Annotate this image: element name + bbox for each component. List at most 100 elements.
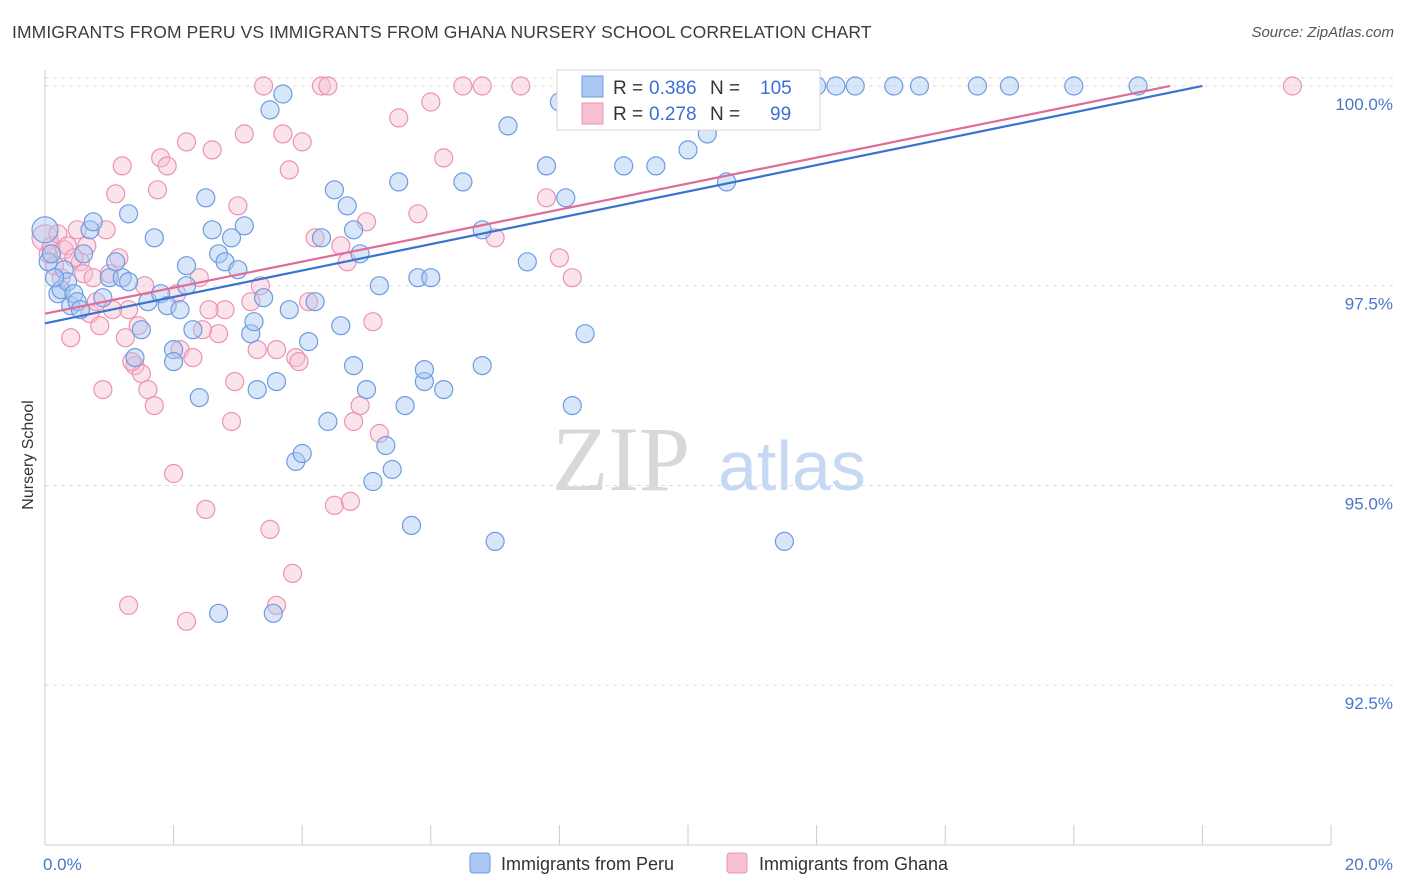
peru-point [244,312,264,332]
ghana-point [196,499,216,519]
peru-point [260,100,280,120]
peru-point [376,435,396,456]
ghana-point [221,411,242,432]
ghana-point [209,324,229,344]
peru-point [286,451,306,472]
peru-point [83,212,103,232]
peru-point [44,268,65,288]
ghana-point [279,160,299,180]
peru-point [472,356,492,376]
ghana-point [183,348,203,368]
axes [44,70,1332,846]
legend-peru-r-label: R = [613,78,643,99]
ghana-point [292,132,312,152]
ghana-point [254,76,274,96]
peru-point [556,188,576,208]
peru-point [369,276,389,296]
ghana-point [536,188,557,208]
ghana-point [106,184,126,204]
peru-point [999,76,1020,96]
peru-point [1064,76,1084,96]
trend-lines [44,84,1203,325]
ghana-point [273,124,293,144]
peru-point [434,380,454,400]
peru-point [826,76,846,96]
y-tick-label: 92.5% [1345,694,1393,713]
legend-peru-n-label: N = [710,78,740,99]
peru-point [292,443,312,464]
peru-point [517,252,537,272]
peru-point [41,244,62,264]
peru-point [266,372,287,392]
peru-point [131,320,151,340]
ghana-point [1282,76,1303,96]
peru-point [209,244,229,264]
peru-point [221,228,242,248]
bottom-legend-ghana-label: Immigrants from Ghana [759,854,949,874]
y-tick-label: 95.0% [1345,494,1393,513]
ghana-point [176,132,197,152]
bottom-legend-peru-swatch [469,852,491,874]
ghana-point [511,76,531,96]
ghana-point [138,380,158,400]
ghana-point [83,268,103,288]
legend-ghana-n-value: 99 [770,104,791,125]
peru-point [311,228,332,248]
ghana-point [115,328,136,348]
ghana-point [164,463,184,484]
peru-trend-line [44,84,1203,325]
peru-point [453,172,473,192]
peru-point [401,515,422,536]
peru-point [421,268,441,288]
peru-point [909,76,930,96]
ghana-point [157,156,177,176]
ghana-point [147,180,168,200]
ghana-point [199,300,219,320]
ghana-point [73,264,94,284]
ghana-point [421,92,441,112]
ghana-point [266,340,287,360]
peru-point [562,396,582,416]
legend-ghana-swatch [581,102,604,125]
source-label: Source: ZipAtlas.com [1251,24,1394,41]
peru-point [395,396,415,416]
ghana-point [93,380,113,400]
ghana-point [144,396,164,416]
ghana-point [250,276,270,296]
ghana-point [234,124,254,144]
peru-point [263,603,283,623]
peru-point [884,76,904,96]
ghana-point [340,491,360,511]
peru-point [279,300,299,320]
peru-point [498,116,518,136]
peru-point [125,348,145,368]
ghana-point [247,340,267,360]
peru-point [485,531,505,552]
ghana-point [283,563,303,584]
peru-point [170,300,190,320]
ghana-point [453,76,473,96]
peru-point [318,411,338,432]
peru-point [183,320,203,340]
bottom-legend-peru-label: Immigrants from Peru [501,854,674,874]
legend-peru-n-value: 105 [760,78,792,99]
ghana-point [215,300,235,320]
stats-legend: R = 0.386 N = 105 R = 0.278 N = 99 [556,69,821,131]
ghana-point [389,108,409,128]
peru-point [273,84,293,104]
peru-point [189,388,209,408]
peru-point [209,603,229,623]
ghana-point [119,300,139,320]
chart-title: IMMIGRANTS FROM PERU VS IMMIGRANTS FROM … [12,22,872,42]
legend-peru-swatch [581,75,604,98]
legend-ghana-r-value: 0.278 [649,104,697,125]
peru-point [51,280,71,300]
y-axis-title: Nursery School [20,400,37,509]
peru-point [967,76,988,96]
tick-labels: 92.5% 95.0% 97.5% 100.0% 0.0% 20.0% [43,95,1393,874]
ghana-point [299,292,319,312]
peru-point [337,196,357,216]
ghana-point [112,156,132,176]
peru-point [119,204,139,224]
